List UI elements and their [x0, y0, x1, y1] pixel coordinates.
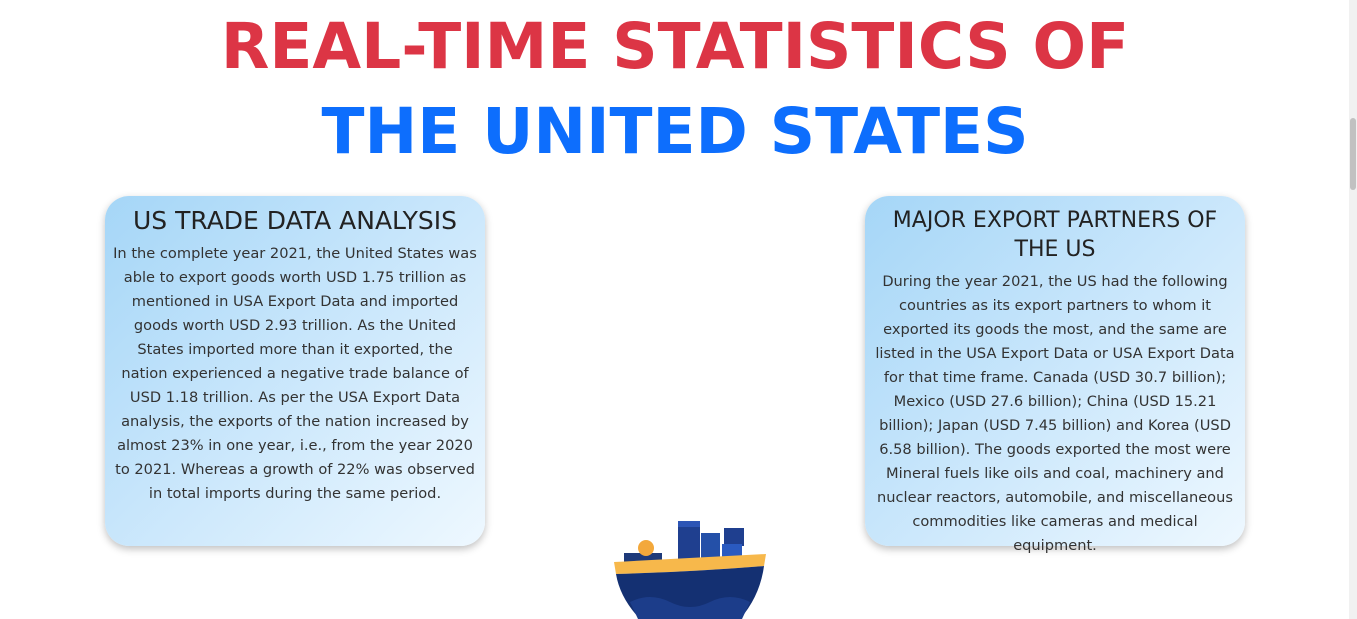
page-title-line-2: THE UNITED STATES [321, 95, 1029, 168]
export-partners-text: During the year 2021, the US had the fol… [875, 273, 1235, 554]
page-scrollbar[interactable] [1349, 0, 1357, 619]
trade-analysis-card: US TRADE DATA ANALYSIS In the complete y… [105, 196, 485, 546]
trade-analysis-heading: US TRADE DATA ANALYSIS [132, 206, 458, 235]
cargo-ship-icon [610, 518, 770, 619]
trade-analysis-text: In the complete year 2021, the United St… [113, 245, 477, 502]
export-partners-heading: MAJOR EXPORT PARTNERS OF THE US [892, 208, 1218, 262]
scrollbar-thumb[interactable] [1350, 118, 1356, 190]
export-partners-card: MAJOR EXPORT PARTNERS OF THE US During t… [865, 196, 1245, 554]
page-title-line-1: REAL-TIME STATISTICS OF [220, 10, 1130, 83]
